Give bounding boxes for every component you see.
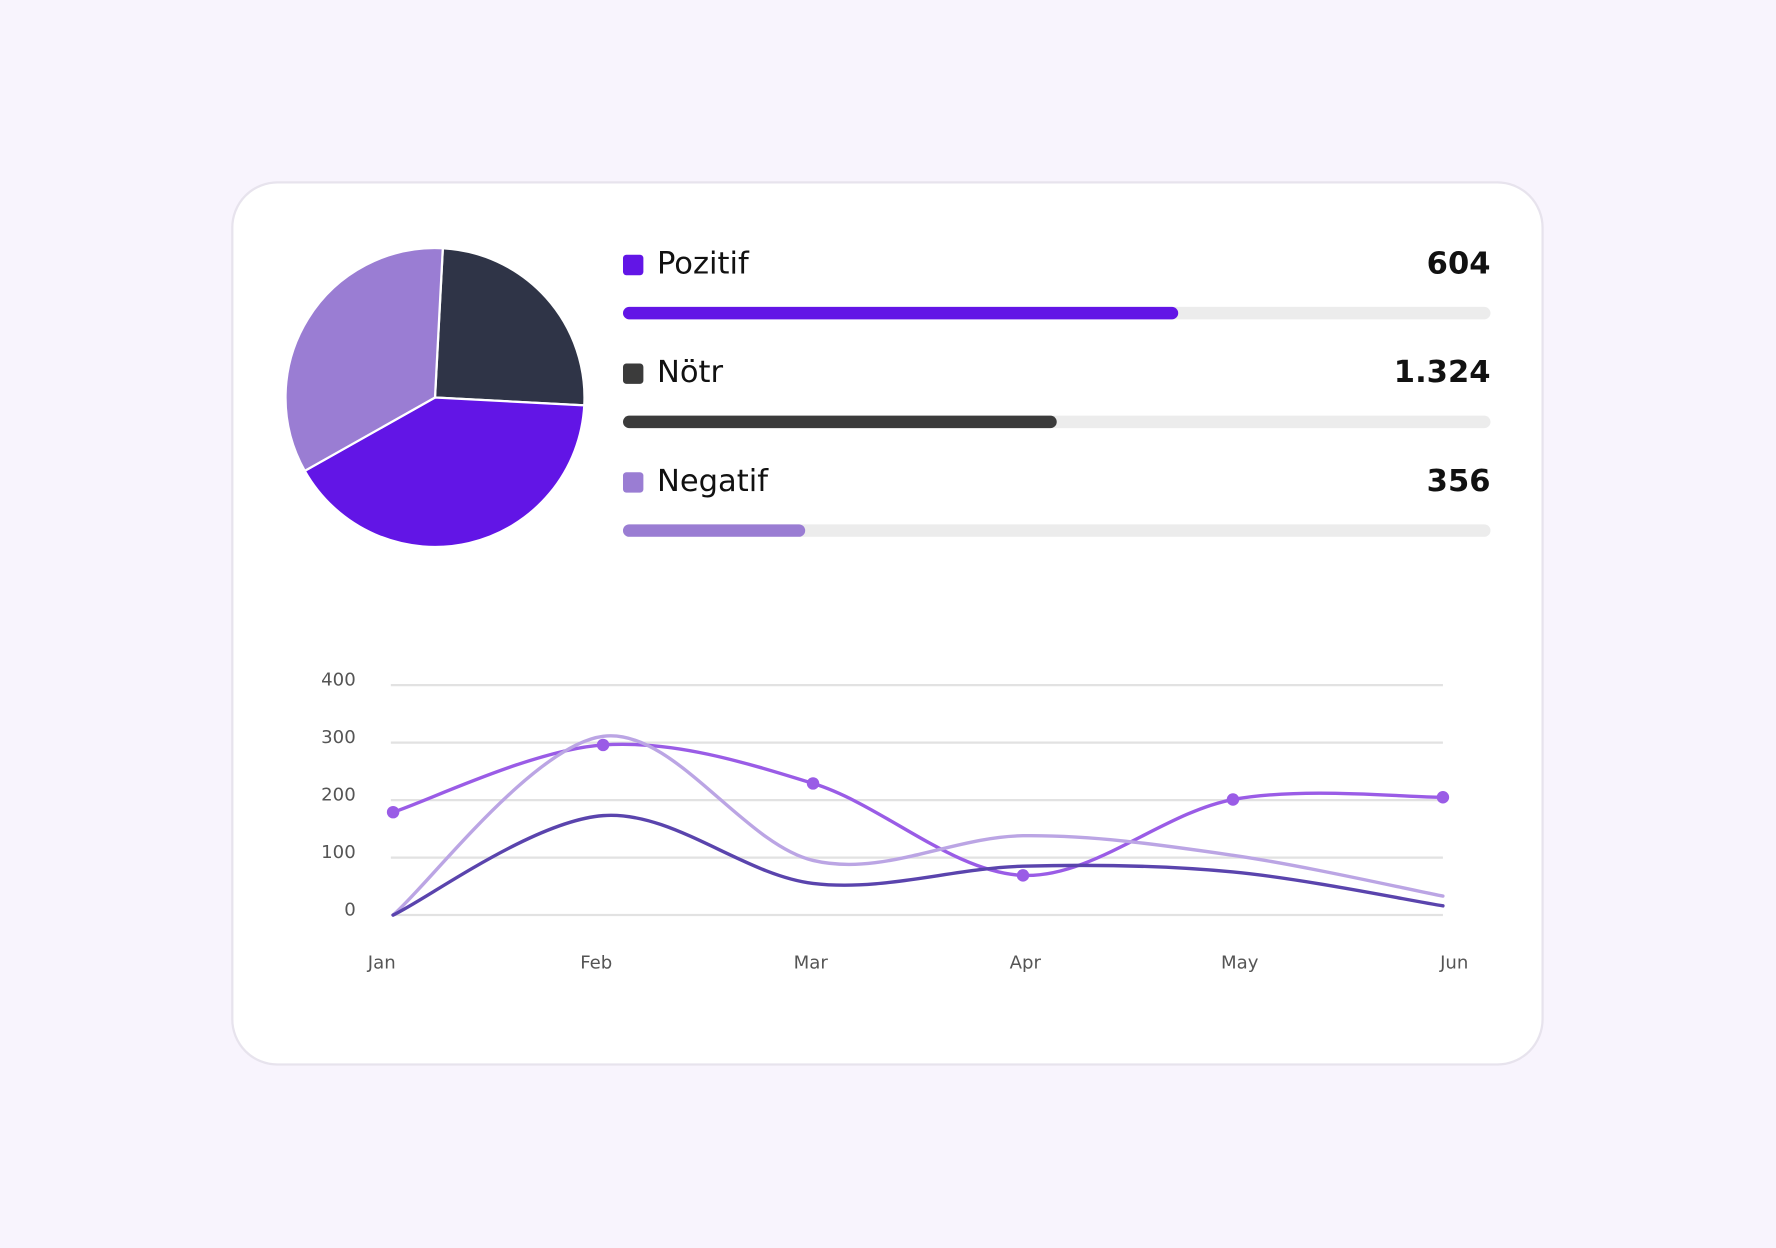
y-tick-label: 300 — [321, 727, 356, 748]
y-tick-label: 0 — [344, 900, 356, 921]
pie-slice — [433, 247, 586, 407]
total-value: 604 — [1427, 247, 1491, 282]
line-point — [596, 738, 610, 752]
total-value: 356 — [1427, 464, 1491, 499]
x-tick-label: Mar — [794, 953, 829, 974]
pie-slice — [284, 246, 445, 473]
line-point — [386, 805, 400, 819]
y-tick-label: 100 — [321, 842, 356, 863]
line-point — [1016, 869, 1030, 882]
y-tick-label: 200 — [321, 785, 356, 806]
pie-slice — [303, 396, 586, 549]
x-tick-label: Apr — [1010, 953, 1042, 974]
x-tick-label: May — [1221, 953, 1259, 974]
x-tick-label: Jan — [367, 953, 396, 974]
progress-bar — [622, 415, 1057, 429]
x-tick-label: Feb — [580, 953, 612, 974]
y-tick-label: 400 — [321, 670, 356, 691]
legend-swatch — [622, 363, 644, 384]
legend-label: Nötr — [657, 355, 724, 390]
line-point — [1226, 793, 1240, 806]
legend-label: Pozitif — [657, 247, 750, 282]
progress-bar — [622, 524, 806, 537]
line-series — [391, 813, 1445, 917]
legend-label: Negatif — [657, 464, 769, 499]
line-series — [391, 734, 1445, 917]
total-value: 1.324 — [1394, 355, 1491, 390]
line-point — [806, 777, 820, 790]
legend-swatch — [622, 472, 644, 493]
progress-bar — [622, 306, 1179, 320]
line-series — [391, 742, 1445, 878]
legend-swatch — [622, 254, 644, 276]
x-tick-label: Jun — [1439, 953, 1468, 974]
line-point — [1436, 790, 1450, 804]
progress-track — [622, 524, 1491, 537]
